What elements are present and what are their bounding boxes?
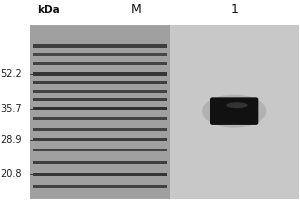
FancyBboxPatch shape — [33, 107, 167, 110]
FancyBboxPatch shape — [33, 138, 167, 141]
Text: M: M — [131, 3, 142, 16]
FancyBboxPatch shape — [33, 128, 167, 131]
FancyBboxPatch shape — [33, 81, 167, 84]
FancyBboxPatch shape — [33, 53, 167, 56]
FancyBboxPatch shape — [33, 185, 167, 188]
FancyBboxPatch shape — [33, 161, 167, 164]
Text: 20.8: 20.8 — [1, 169, 22, 179]
Ellipse shape — [226, 102, 247, 108]
FancyBboxPatch shape — [30, 25, 170, 199]
FancyBboxPatch shape — [33, 149, 167, 151]
Ellipse shape — [202, 95, 266, 128]
FancyBboxPatch shape — [33, 62, 167, 65]
Text: 35.7: 35.7 — [0, 104, 22, 114]
Text: 28.9: 28.9 — [1, 135, 22, 145]
FancyBboxPatch shape — [33, 44, 167, 48]
FancyBboxPatch shape — [33, 117, 167, 120]
FancyBboxPatch shape — [170, 25, 298, 199]
Text: 52.2: 52.2 — [0, 69, 22, 79]
FancyBboxPatch shape — [33, 173, 167, 176]
Text: kDa: kDa — [38, 5, 60, 15]
FancyBboxPatch shape — [33, 90, 167, 93]
FancyBboxPatch shape — [210, 97, 258, 125]
Text: 1: 1 — [230, 3, 238, 16]
FancyBboxPatch shape — [33, 98, 167, 101]
FancyBboxPatch shape — [33, 72, 167, 76]
